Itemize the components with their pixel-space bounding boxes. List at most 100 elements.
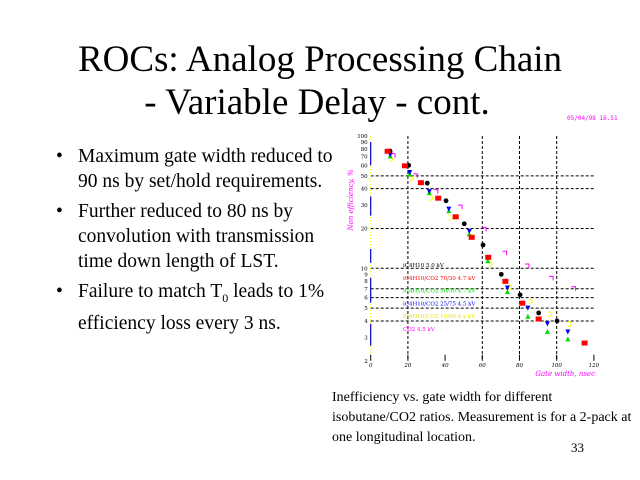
data-point [565,336,571,342]
data-point [502,250,508,256]
bullet-list: • Maximum gate width reduced to 90 ns by… [54,144,334,341]
data-point [544,329,550,335]
y-tick-label: 8 [364,279,368,285]
data-point [468,234,475,240]
y-tick-label: 4 [364,319,368,325]
y-tick-label: 80 [361,147,368,153]
axes [370,136,595,361]
bullet-dot: • [56,201,63,222]
data-point [417,180,424,186]
data-point [448,215,453,221]
y-tick-label: 6 [364,296,368,302]
data-point [485,254,492,260]
data-point [433,189,439,194]
y-tick-label: 90 [361,140,368,146]
data-point [549,275,554,281]
data-point [565,329,571,335]
bullet-text: Maximum gate width reduced to 90 ns by s… [78,146,333,192]
data-point [502,278,509,284]
x-tick-label: 60 [479,363,486,369]
legend-entry: iC4H10/CO2 10/90 4.x kV [403,314,476,320]
legend: iC4H10 5.0 kV iC4H10/CO2 70/30 4.7 kV iC4H… [403,263,477,333]
title-line-1: ROCs: Analog Processing Chain [77,39,563,80]
bullet-dot: • [56,281,63,302]
data-point [413,173,418,178]
data-point [407,169,413,175]
data-point [457,204,463,210]
data-point [452,214,459,220]
x-tick-label: 100 [551,363,562,369]
data-point [428,195,434,201]
bullet-subscript: 0 [222,290,229,305]
title-line-2: - Variable Delay - cont. [144,82,490,123]
y-tick-label: 40 [361,187,368,193]
x-tick-label: 0 [369,363,373,369]
legend-entry: iC4H10/CO2 50/50 4.7 kV [403,289,477,295]
data-point [446,206,452,212]
x-tick-label: 120 [589,363,600,369]
grid-lines [370,136,595,361]
data-point [426,189,432,195]
x-tick-label: 20 [403,363,411,369]
data-point [435,195,442,201]
data-point [519,300,526,306]
data-point [507,284,513,290]
y-tick-label: 20 [361,226,368,232]
data-points [384,148,588,346]
y-axis-label: Non efficiency, % [347,169,355,232]
data-point [571,286,576,291]
y-tick-label: 30 [361,203,368,209]
data-point [567,321,572,327]
legend-entry: iC4H10/CO2 70/30 4.7 kV [403,276,477,282]
bullet-dot: • [56,146,63,167]
data-point [466,228,472,234]
y-tick-label: 5 [364,306,368,312]
data-point [443,198,449,204]
page-number: 33 [571,440,584,455]
data-point [525,313,531,319]
data-point [424,180,430,186]
bullet-item: • Failure to match T0 leads to 1% effici… [54,279,334,336]
data-point [391,153,396,158]
y-tick-label: 70 [361,154,368,160]
bullet-item: • Further reduced to 80 ns by convolutio… [54,199,334,274]
data-point [482,226,487,232]
y-tick-label: 7 [364,287,368,293]
data-point [504,289,510,295]
data-point [498,271,504,277]
data-point [581,340,588,346]
data-point [547,311,553,317]
data-point [504,285,510,291]
legend-entry: CO2 4.5 kV [403,327,436,333]
y-tick-label: 10 [361,266,368,272]
x-tick-label: 40 [441,363,449,369]
data-point [384,148,391,154]
data-point [461,221,467,227]
data-point [528,298,533,305]
legend-entry: iC4H10 5.0 kV [403,263,445,269]
data-point [517,292,523,298]
y-tick-label: 50 [361,174,368,180]
y-tick-label: 9 [364,272,368,278]
slide-title: ROCs: Analog Processing Chain - Variable… [0,38,640,124]
x-tick-label: 80 [516,363,523,369]
data-point [480,242,486,248]
bullet-text-after: leads to 1% efficiency loss every 3 ns. [78,281,325,334]
y-tick-label: 2 [364,359,368,365]
figure-caption: Inefficiency vs. gate width for differen… [332,390,632,445]
data-point [535,316,542,322]
bullet-text: Further reduced to 80 ns by convolution … [78,201,315,272]
data-point [544,321,550,327]
data-point [525,305,531,311]
y-tick-label: 3 [364,335,368,341]
y-tick-label: 60 [361,163,368,169]
data-point [536,310,542,316]
data-point [554,318,560,324]
data-point [485,258,491,264]
y-tick-label: 100 [357,134,368,140]
plot-timestamp: 05/04/98 16.51 [567,115,618,122]
bullet-text-before: Failure to match T [78,281,223,302]
bullet-item: • Maximum gate width reduced to 90 ns by… [54,144,334,194]
